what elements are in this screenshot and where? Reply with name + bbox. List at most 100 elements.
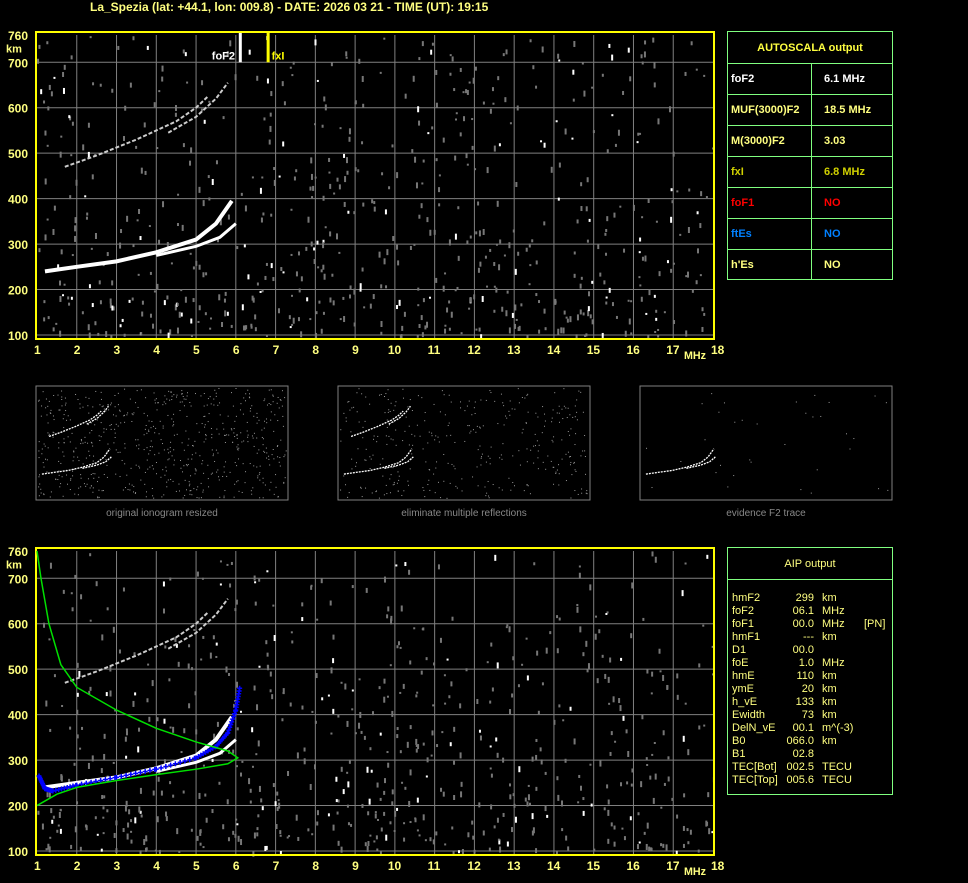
noise-point bbox=[88, 397, 90, 399]
noise-point bbox=[90, 422, 92, 424]
noise-point bbox=[537, 450, 539, 452]
noise-point bbox=[90, 247, 93, 250]
noise-point bbox=[422, 814, 425, 821]
noise-point bbox=[78, 487, 80, 489]
noise-point bbox=[311, 196, 314, 199]
noise-point bbox=[518, 450, 520, 452]
noise-point bbox=[563, 310, 566, 315]
noise-point bbox=[459, 752, 462, 759]
noise-point bbox=[682, 825, 685, 831]
noise-point bbox=[355, 462, 357, 464]
fof2-marker-label: foF2 bbox=[212, 50, 235, 62]
noise-point bbox=[235, 765, 238, 768]
aip-cell bbox=[864, 748, 890, 761]
noise-point bbox=[204, 793, 207, 797]
noise-point bbox=[490, 446, 492, 448]
noise-point bbox=[485, 461, 487, 463]
noise-point bbox=[398, 479, 400, 481]
noise-point bbox=[226, 475, 228, 477]
noise-point bbox=[591, 86, 594, 89]
noise-point bbox=[99, 83, 102, 87]
noise-point bbox=[477, 485, 479, 487]
noise-point bbox=[277, 444, 279, 446]
noise-point bbox=[514, 268, 517, 275]
noise-point bbox=[685, 330, 688, 337]
noise-point bbox=[648, 289, 651, 296]
noise-point bbox=[373, 201, 376, 205]
noise-point bbox=[130, 467, 132, 469]
noise-point bbox=[584, 435, 586, 437]
noise-point bbox=[124, 487, 126, 489]
noise-point bbox=[663, 311, 666, 314]
noise-point bbox=[242, 413, 244, 415]
noise-point bbox=[126, 474, 128, 476]
noise-point bbox=[72, 470, 74, 472]
x-trace-trace bbox=[155, 222, 237, 257]
noise-point bbox=[262, 477, 264, 479]
noise-point bbox=[556, 412, 558, 414]
noise-point bbox=[58, 460, 60, 462]
noise-point bbox=[503, 254, 506, 257]
noise-point bbox=[89, 553, 92, 557]
noise-point bbox=[63, 427, 65, 429]
noise-point bbox=[544, 420, 546, 422]
noise-point bbox=[622, 90, 625, 95]
noise-point bbox=[812, 416, 814, 418]
noise-point bbox=[526, 448, 528, 450]
noise-point bbox=[226, 50, 229, 57]
noise-point bbox=[345, 56, 348, 59]
noise-point bbox=[387, 762, 390, 768]
noise-point bbox=[676, 814, 679, 819]
noise-point bbox=[506, 841, 509, 847]
noise-point bbox=[388, 420, 390, 422]
noise-point bbox=[355, 465, 357, 467]
noise-point bbox=[361, 75, 364, 82]
noise-point bbox=[110, 404, 112, 406]
noise-point bbox=[562, 418, 564, 420]
noise-point bbox=[322, 239, 325, 243]
noise-point bbox=[393, 481, 395, 483]
noise-point bbox=[114, 437, 116, 439]
noise-point bbox=[371, 199, 374, 204]
noise-point bbox=[395, 305, 398, 310]
noise-point bbox=[80, 486, 82, 488]
noise-point bbox=[80, 477, 82, 479]
noise-point bbox=[540, 759, 543, 765]
noise-point bbox=[512, 482, 514, 484]
aip-cell: MHz bbox=[822, 657, 845, 669]
noise-point bbox=[338, 184, 341, 190]
aip-cell bbox=[864, 696, 890, 709]
noise-point bbox=[561, 800, 564, 807]
noise-point bbox=[348, 400, 350, 402]
autoscala-rows: foF2 6.1 MHz MUF(3000)F2 18.5 MHz M(3000)F2 3… bbox=[728, 64, 892, 280]
noise-point bbox=[92, 473, 94, 475]
noise-point bbox=[429, 469, 431, 471]
noise-point bbox=[122, 587, 125, 592]
noise-point bbox=[346, 771, 349, 774]
noise-point bbox=[646, 822, 649, 829]
noise-point bbox=[476, 425, 478, 427]
noise-point bbox=[91, 755, 94, 762]
noise-point bbox=[586, 669, 589, 673]
noise-point bbox=[741, 419, 743, 421]
noise-point bbox=[506, 417, 508, 419]
noise-point bbox=[251, 435, 253, 437]
noise-point bbox=[279, 850, 282, 854]
noise-point bbox=[87, 762, 90, 769]
noise-point bbox=[460, 407, 462, 409]
noise-point bbox=[80, 474, 82, 476]
aip-cell: MHz bbox=[822, 618, 845, 630]
noise-point bbox=[38, 400, 40, 402]
noise-point bbox=[570, 428, 572, 430]
noise-point bbox=[435, 467, 437, 469]
noise-point bbox=[509, 122, 512, 125]
noise-point bbox=[555, 472, 557, 474]
noise-point bbox=[49, 562, 52, 569]
noise-point bbox=[215, 642, 218, 646]
noise-point bbox=[420, 670, 423, 675]
x-tick-label: 12 bbox=[467, 859, 481, 873]
noise-point bbox=[316, 240, 319, 245]
noise-point bbox=[312, 185, 315, 191]
noise-point bbox=[73, 451, 75, 453]
noise-point bbox=[179, 401, 181, 403]
